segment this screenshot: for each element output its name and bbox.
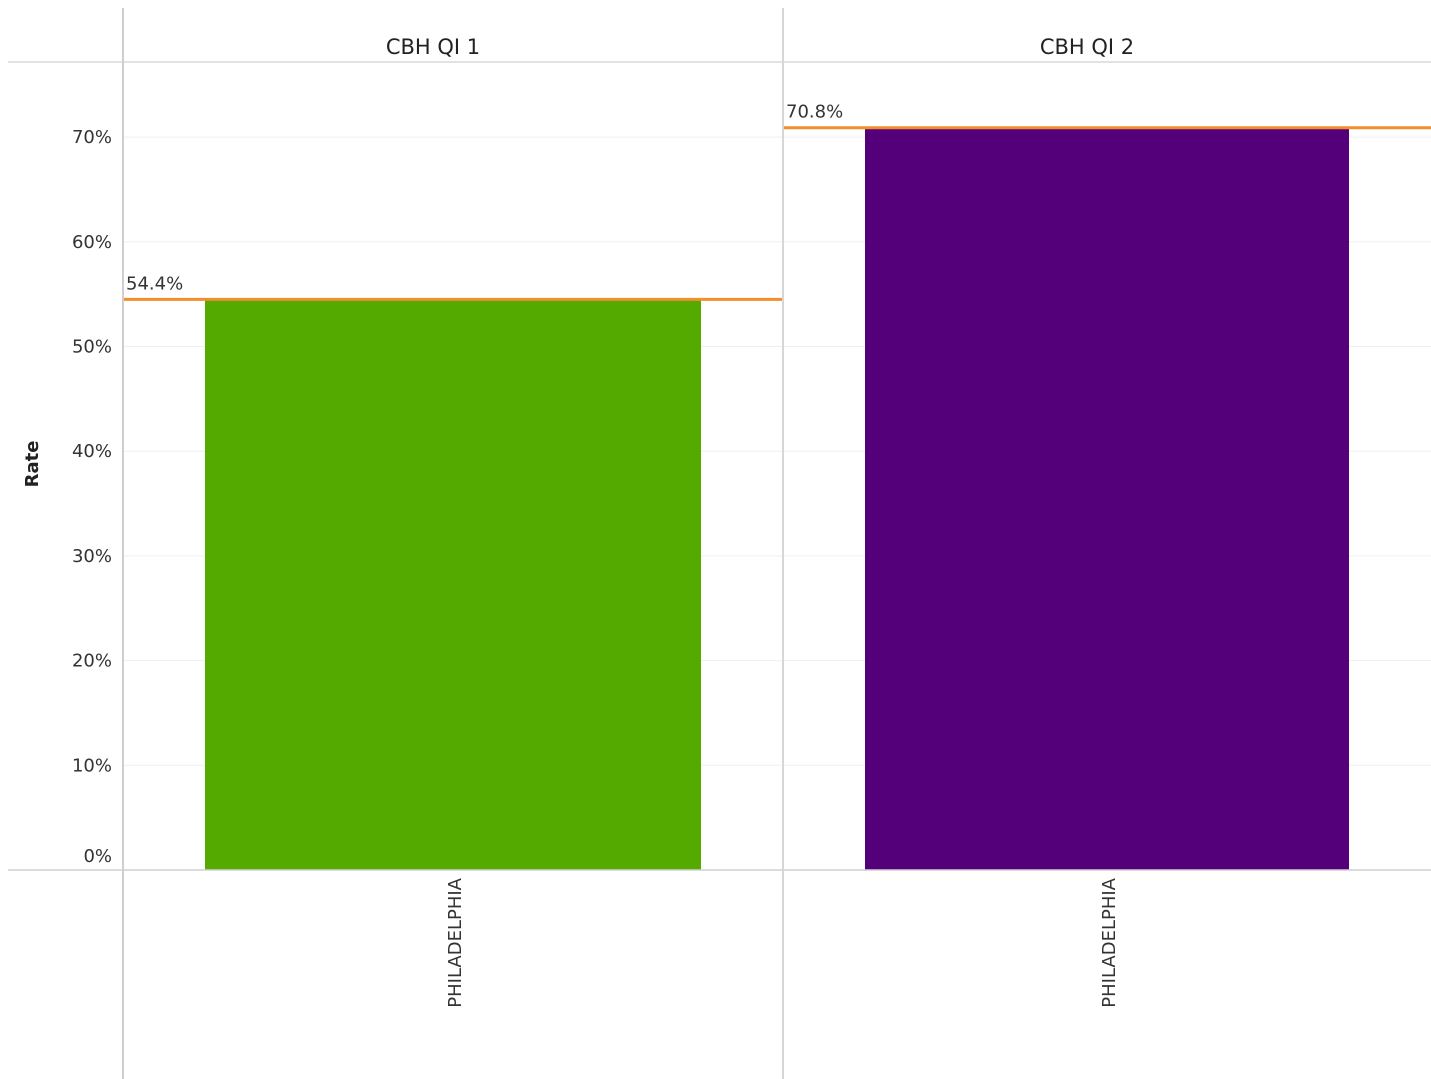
chart-frame: [8, 8, 1431, 1079]
y-tick-label: 50%: [72, 337, 112, 358]
y-tick-label: 60%: [72, 232, 112, 253]
y-tick-label: 20%: [72, 651, 112, 672]
bars: [205, 128, 1349, 870]
category-label: PHILADELPHIA: [445, 877, 466, 1007]
panel-title: CBH QI 2: [1040, 35, 1134, 59]
y-tick-label: 10%: [72, 755, 112, 776]
bar: [205, 300, 701, 870]
reference-lines: 54.4% 70.8%: [123, 102, 1431, 301]
category-label: PHILADELPHIA: [1099, 877, 1120, 1007]
panel-headers: CBH QI 1 CBH QI 2: [386, 35, 1134, 59]
panel-title: CBH QI 1: [386, 35, 480, 59]
y-tick-label: 70%: [72, 127, 112, 148]
y-tick-label: 0%: [83, 846, 112, 867]
y-tick-label: 30%: [72, 546, 112, 567]
reference-line-label: 70.8%: [786, 102, 843, 123]
y-axis: 0% 10% 20% 30% 40% 50% 60% 70%: [72, 127, 112, 867]
category-labels: PHILADELPHIA PHILADELPHIA: [445, 877, 1120, 1007]
reference-line-label: 54.4%: [126, 273, 183, 294]
y-axis-title: Rate: [22, 441, 43, 488]
bar: [865, 128, 1349, 870]
y-tick-label: 40%: [72, 441, 112, 462]
